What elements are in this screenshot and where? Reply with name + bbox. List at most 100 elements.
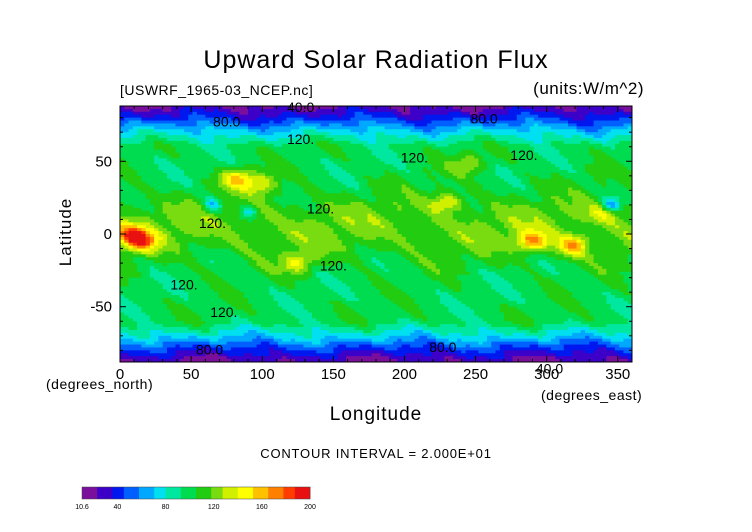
heatmap-cell (427, 172, 433, 177)
heatmap-cell (337, 158, 343, 162)
heatmap-cell (504, 190, 509, 194)
heatmap-cell (341, 135, 347, 139)
heatmap-cell (329, 175, 334, 180)
heatmap-cell (252, 114, 258, 119)
heatmap-cell (248, 207, 253, 212)
heatmap-cell (243, 143, 249, 148)
heatmap-cell (141, 175, 147, 180)
heatmap-cell (166, 164, 172, 168)
heatmap-cell (478, 219, 484, 223)
heatmap-cell (286, 155, 292, 159)
heatmap-cell (482, 178, 488, 183)
heatmap-cell (226, 196, 232, 200)
heatmap-cell (316, 187, 322, 191)
heatmap-cell (124, 175, 130, 180)
heatmap-cell (495, 146, 501, 151)
heatmap-cell (486, 140, 492, 145)
heatmap-cell (508, 129, 514, 133)
heatmap-cell (239, 210, 245, 215)
heatmap-cell (533, 181, 539, 186)
heatmap-cell (393, 213, 398, 218)
heatmap-cell (474, 190, 479, 194)
heatmap-cell (478, 117, 484, 122)
heatmap-cell (380, 172, 386, 177)
heatmap-cell (602, 140, 607, 145)
heatmap-cell (367, 184, 373, 189)
heatmap-cell (209, 138, 215, 142)
heatmap-cell (401, 167, 407, 171)
heatmap-cell (329, 193, 334, 197)
heatmap-cell (307, 108, 313, 113)
heatmap-cell (196, 152, 202, 157)
heatmap-cell (222, 138, 228, 142)
heatmap-cell (120, 106, 125, 110)
heatmap-cell (201, 187, 206, 191)
heatmap-cell (226, 213, 232, 218)
heatmap-cell (239, 178, 245, 183)
heatmap-cell (303, 170, 309, 174)
heatmap-cell (248, 158, 253, 162)
heatmap-cell (128, 196, 134, 200)
heatmap-cell (422, 172, 428, 177)
heatmap-cell (576, 138, 582, 142)
heatmap-cell (448, 161, 454, 165)
heatmap-cell (320, 108, 326, 113)
heatmap-cell (525, 143, 531, 148)
heatmap-cell (260, 178, 266, 183)
heatmap-cell (401, 155, 407, 159)
heatmap-cell (422, 158, 428, 162)
heatmap-cell (627, 170, 632, 174)
heatmap-cell (341, 204, 347, 209)
heatmap-cell (388, 190, 394, 194)
heatmap-cell (184, 219, 189, 223)
heatmap-cell (358, 152, 364, 157)
heatmap-cell (243, 202, 249, 206)
heatmap-cell (290, 138, 296, 142)
heatmap-cell (162, 108, 168, 113)
heatmap-cell (431, 123, 437, 127)
heatmap-cell (529, 155, 535, 159)
heatmap-cell (179, 129, 185, 133)
heatmap-cell (128, 210, 134, 215)
heatmap-cell (499, 190, 505, 194)
heatmap-cell (120, 111, 125, 116)
heatmap-cell (358, 138, 364, 142)
heatmap-cell (243, 106, 249, 110)
heatmap-cell (312, 161, 317, 165)
heatmap-cell (559, 161, 565, 165)
heatmap-cell (533, 161, 539, 165)
heatmap-cell (606, 193, 612, 197)
heatmap-cell (550, 170, 556, 174)
heatmap-cell (350, 106, 356, 110)
heatmap-cell (516, 175, 522, 180)
heatmap-cell (610, 138, 616, 142)
heatmap-cell (444, 167, 450, 171)
heatmap-cell (132, 196, 138, 200)
heatmap-cell (431, 207, 437, 212)
heatmap-cell (559, 129, 565, 133)
heatmap-cell (179, 196, 185, 200)
heatmap-cell (256, 178, 262, 183)
heatmap-cell (371, 178, 377, 183)
heatmap-cell (623, 114, 629, 119)
heatmap-cell (563, 204, 569, 209)
heatmap-cell (469, 172, 475, 177)
heatmap-cell (269, 143, 275, 148)
heatmap-cell (252, 120, 258, 125)
heatmap-cell (431, 146, 437, 151)
heatmap-cell (508, 117, 514, 122)
heatmap-cell (265, 143, 270, 148)
heatmap-cell (627, 129, 632, 133)
heatmap-cell (230, 152, 236, 157)
heatmap-cell (495, 193, 501, 197)
heatmap-cell (414, 120, 420, 125)
heatmap-cell (499, 123, 505, 127)
heatmap-cell (209, 216, 215, 221)
heatmap-cell (307, 181, 313, 186)
heatmap-cell (252, 106, 258, 110)
heatmap-cell (341, 207, 347, 212)
heatmap-cell (226, 181, 232, 186)
heatmap-cell (512, 178, 518, 183)
heatmap-cell (265, 155, 270, 159)
heatmap-cell (538, 175, 543, 180)
